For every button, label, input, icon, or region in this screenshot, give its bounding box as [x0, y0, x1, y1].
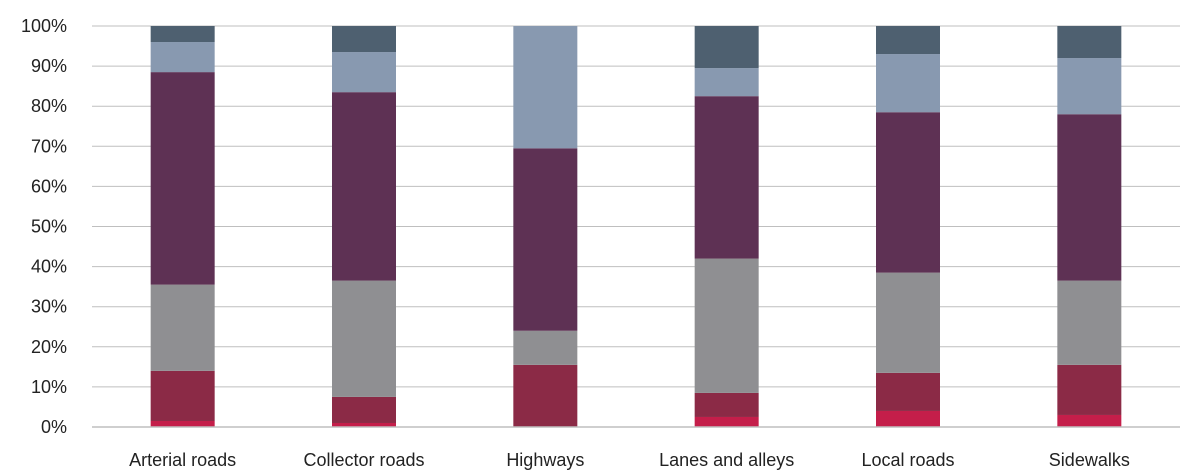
bar-segment	[513, 364, 578, 427]
y-tick-label: 10%	[31, 377, 67, 397]
y-tick-label: 60%	[31, 176, 67, 196]
bars	[150, 26, 1122, 427]
bar-segment	[332, 396, 396, 423]
bar-segment	[513, 330, 578, 365]
y-axis-tick-labels: 0% 10% 20% 30% 40% 50% 60% 70% 80% 90% 100%	[21, 16, 67, 437]
y-tick-label: 0%	[41, 417, 67, 437]
bar-segment	[332, 280, 396, 397]
y-tick-label: 50%	[31, 217, 67, 237]
bar-segment	[876, 54, 940, 113]
y-tick-label: 20%	[31, 337, 67, 357]
y-tick-label: 30%	[31, 297, 67, 317]
bar-segment	[1057, 114, 1122, 281]
bar-segment	[332, 26, 396, 53]
bar-segment	[876, 26, 940, 55]
bar-segment	[150, 72, 215, 285]
bar-segment	[694, 416, 759, 427]
bar-segment	[1057, 26, 1122, 59]
bar-segment	[150, 370, 215, 421]
y-tick-label: 70%	[31, 136, 67, 156]
y-tick-label: 100%	[21, 16, 67, 36]
bar-segment	[150, 26, 215, 43]
bar-segment	[332, 92, 396, 281]
bar-segment	[1057, 414, 1122, 427]
bar-segment	[876, 272, 940, 373]
bar-segment	[513, 148, 578, 331]
x-axis-tick-labels: Arterial roads Collector roads Highways Lan…	[129, 450, 1130, 470]
x-tick-label: Sidewalks	[1049, 450, 1130, 470]
bar-segment	[332, 52, 396, 93]
y-tick-label: 40%	[31, 257, 67, 277]
bar-segment	[513, 26, 578, 149]
bar-segment	[1057, 58, 1122, 115]
bar-segment	[694, 258, 759, 393]
bar-segment	[694, 96, 759, 259]
bar-segment	[150, 42, 215, 73]
x-tick-label: Highways	[506, 450, 584, 470]
bar-segment	[1057, 280, 1122, 365]
x-tick-label: Lanes and alleys	[659, 450, 794, 470]
x-tick-label: Local roads	[861, 450, 954, 470]
bar-segment	[876, 410, 940, 427]
y-tick-label: 90%	[31, 56, 67, 76]
bar-segment	[1057, 364, 1122, 415]
x-tick-label: Arterial roads	[129, 450, 236, 470]
bar-segment	[694, 26, 759, 69]
bar-segment	[150, 420, 215, 427]
bar-segment	[150, 284, 215, 371]
y-tick-label: 80%	[31, 96, 67, 116]
bar-segment	[332, 422, 396, 427]
bar-segment	[876, 112, 940, 273]
bar-segment	[876, 372, 940, 411]
gridlines	[92, 25, 1180, 388]
bar-segment	[694, 392, 759, 417]
bar-segment	[694, 68, 759, 97]
x-tick-label: Collector roads	[303, 450, 424, 470]
